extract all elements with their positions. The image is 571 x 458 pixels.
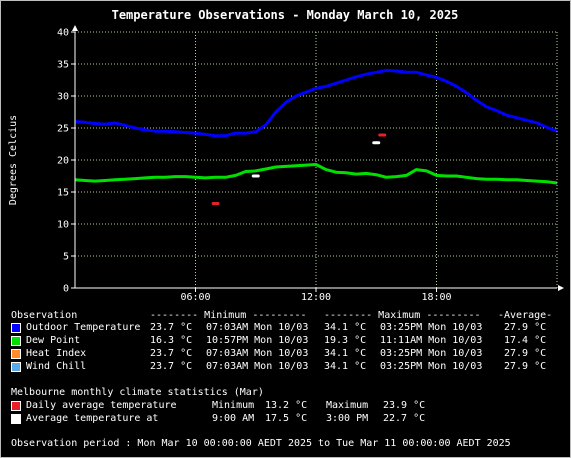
x-axis-arrow (558, 285, 564, 291)
marker-daily_avg-0 (211, 202, 220, 206)
y-axis-label: Degrees Celcius (8, 115, 19, 205)
x-tick-label-12: 12:00 (301, 292, 331, 303)
y-axis-arrow (72, 25, 78, 31)
plot-area: 0 5 10 15 20 25 30 35 40 06:00 12:00 18:00 (57, 25, 564, 303)
y-tick-label-15: 15 (57, 188, 69, 199)
chart-title: Temperature Observations - Monday March … (112, 8, 459, 22)
marker-daily_avg-1 (378, 133, 387, 137)
x-tick-label-6: 06:00 (180, 292, 210, 303)
x-tick-label-18: 18:00 (421, 292, 451, 303)
y-tick-label-0: 0 (63, 284, 69, 295)
y-tick-label-30: 30 (57, 92, 69, 103)
y-tick-label-10: 10 (57, 220, 69, 231)
marker-avg_at-3 (372, 141, 381, 145)
y-tick-label-40: 40 (57, 28, 69, 39)
marker-avg_at-2 (251, 174, 260, 178)
y-tick-label-25: 25 (57, 124, 69, 135)
y-tick-label-5: 5 (63, 252, 69, 263)
y-tick-label-20: 20 (57, 156, 69, 167)
series-line-outdoor (74, 68, 558, 138)
y-tick-label-35: 35 (57, 60, 69, 71)
series-line-dewpoint (74, 163, 558, 185)
